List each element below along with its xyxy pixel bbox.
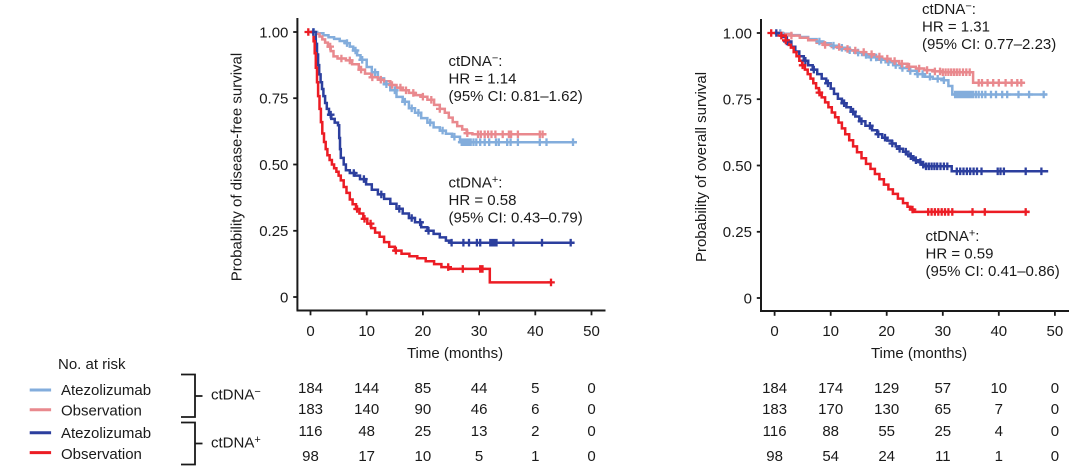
svg-text:170: 170 — [818, 401, 843, 418]
svg-text:(95% CI: 0.41–0.86): (95% CI: 0.41–0.86) — [926, 263, 1060, 280]
svg-text:130: 130 — [874, 401, 899, 418]
svg-text:116: 116 — [763, 423, 787, 440]
svg-text:54: 54 — [822, 448, 839, 465]
svg-text:11: 11 — [935, 448, 951, 465]
svg-text:30: 30 — [471, 323, 488, 340]
svg-text:88: 88 — [822, 423, 839, 440]
svg-text:44: 44 — [471, 380, 488, 397]
svg-text:10: 10 — [822, 323, 839, 340]
svg-text:40: 40 — [527, 323, 544, 340]
svg-text:5: 5 — [475, 448, 483, 465]
svg-text:ctDNA−:: ctDNA−: — [922, 1, 976, 19]
svg-text:Atezolizumab: Atezolizumab — [61, 425, 151, 442]
svg-text:25: 25 — [415, 423, 432, 440]
svg-text:40: 40 — [990, 323, 1007, 340]
svg-text:0: 0 — [587, 423, 595, 440]
svg-text:0: 0 — [1051, 448, 1059, 465]
svg-text:ctDNA+:: ctDNA+: — [449, 174, 503, 192]
svg-text:140: 140 — [354, 401, 379, 418]
svg-text:Probability of overall surviva: Probability of overall survival — [693, 72, 710, 262]
svg-text:0: 0 — [1051, 401, 1059, 418]
svg-text:0: 0 — [587, 401, 595, 418]
svg-text:10: 10 — [990, 380, 1007, 397]
svg-text:ctDNA−: ctDNA− — [211, 386, 261, 404]
svg-text:144: 144 — [354, 380, 379, 397]
svg-text:20: 20 — [415, 323, 432, 340]
svg-text:183: 183 — [298, 401, 323, 418]
svg-text:4: 4 — [995, 423, 1003, 440]
svg-text:13: 13 — [471, 423, 488, 440]
svg-text:5: 5 — [531, 380, 539, 397]
svg-text:ctDNA+:: ctDNA+: — [926, 228, 980, 246]
svg-text:30: 30 — [934, 323, 951, 340]
svg-text:(95% CI: 0.43–0.79): (95% CI: 0.43–0.79) — [449, 210, 583, 227]
svg-text:2: 2 — [531, 423, 539, 440]
svg-text:65: 65 — [934, 401, 951, 418]
svg-text:0: 0 — [587, 448, 595, 465]
svg-text:1.00: 1.00 — [259, 24, 288, 41]
svg-text:25: 25 — [934, 423, 951, 440]
svg-text:1: 1 — [531, 448, 539, 465]
svg-text:0.75: 0.75 — [259, 91, 288, 108]
svg-text:Observation: Observation — [61, 446, 142, 463]
svg-text:Atezolizumab: Atezolizumab — [61, 382, 151, 399]
svg-text:46: 46 — [471, 401, 488, 418]
svg-text:ctDNA−:: ctDNA−: — [449, 53, 503, 71]
svg-text:183: 183 — [762, 401, 787, 418]
svg-text:1.00: 1.00 — [723, 25, 752, 42]
svg-text:0.50: 0.50 — [259, 157, 288, 174]
svg-text:184: 184 — [298, 380, 323, 397]
svg-text:0.25: 0.25 — [259, 223, 288, 240]
svg-text:0.25: 0.25 — [723, 224, 752, 241]
svg-text:1: 1 — [995, 448, 1003, 465]
svg-text:HR = 1.31: HR = 1.31 — [922, 19, 990, 36]
svg-text:50: 50 — [1047, 323, 1064, 340]
svg-text:10: 10 — [358, 323, 375, 340]
svg-text:0: 0 — [770, 323, 778, 340]
svg-text:50: 50 — [583, 323, 600, 340]
svg-text:10: 10 — [415, 448, 432, 465]
svg-text:HR = 0.58: HR = 0.58 — [449, 192, 517, 209]
svg-text:0: 0 — [587, 380, 595, 397]
svg-text:129: 129 — [874, 380, 899, 397]
svg-text:0: 0 — [744, 290, 752, 307]
svg-text:(95% CI: 0.81–1.62): (95% CI: 0.81–1.62) — [449, 88, 583, 105]
svg-text:Probability of disease-free su: Probability of disease-free survival — [229, 53, 246, 281]
svg-text:55: 55 — [878, 423, 895, 440]
svg-text:6: 6 — [531, 401, 539, 418]
svg-text:184: 184 — [762, 380, 787, 397]
svg-text:98: 98 — [766, 448, 783, 465]
svg-text:Time (months): Time (months) — [407, 345, 503, 362]
svg-text:116: 116 — [299, 423, 323, 440]
svg-text:174: 174 — [818, 380, 843, 397]
svg-text:90: 90 — [415, 401, 432, 418]
svg-text:0.50: 0.50 — [723, 158, 752, 175]
svg-text:0: 0 — [1051, 380, 1059, 397]
svg-text:98: 98 — [302, 448, 319, 465]
svg-text:0: 0 — [306, 323, 314, 340]
svg-text:17: 17 — [358, 448, 375, 465]
svg-text:HR = 0.59: HR = 0.59 — [926, 246, 994, 263]
svg-text:7: 7 — [995, 401, 1003, 418]
svg-text:HR = 1.14: HR = 1.14 — [449, 71, 517, 88]
svg-text:(95% CI: 0.77–2.23): (95% CI: 0.77–2.23) — [922, 36, 1056, 53]
svg-text:ctDNA+: ctDNA+ — [211, 434, 261, 452]
svg-text:0.75: 0.75 — [723, 92, 752, 109]
svg-text:No. at risk: No. at risk — [58, 356, 126, 373]
svg-text:Time (months): Time (months) — [871, 345, 967, 362]
svg-text:48: 48 — [358, 423, 375, 440]
svg-text:24: 24 — [878, 448, 895, 465]
svg-text:20: 20 — [878, 323, 895, 340]
svg-text:0: 0 — [280, 289, 288, 306]
svg-text:0: 0 — [1051, 423, 1059, 440]
svg-text:85: 85 — [415, 380, 432, 397]
svg-text:57: 57 — [934, 380, 951, 397]
svg-text:Observation: Observation — [61, 403, 142, 420]
